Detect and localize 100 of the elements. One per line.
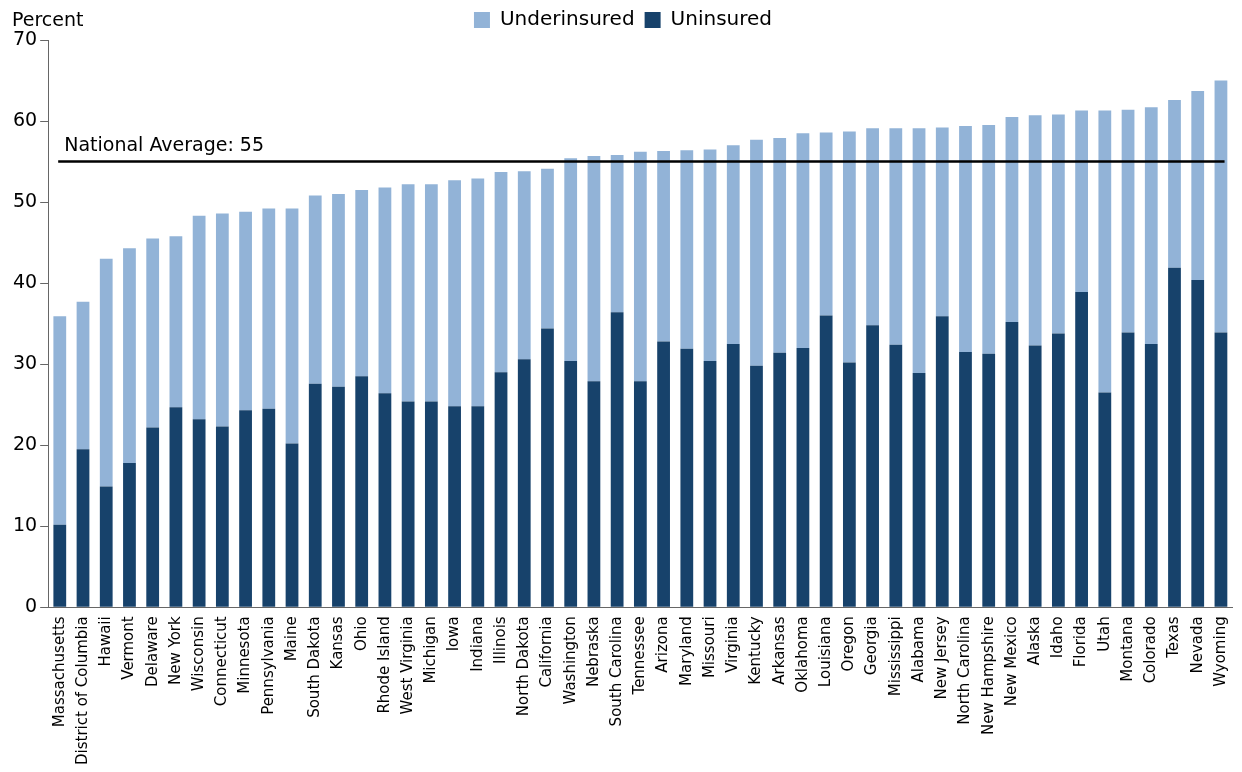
x-tick-label: Kentucky	[746, 616, 765, 685]
y-tick-label: 60	[12, 107, 38, 130]
bar	[285, 443, 299, 607]
x-tick-label: Ohio	[351, 616, 370, 651]
bar	[750, 139, 763, 366]
x-tick-label: Arizona	[653, 616, 672, 673]
bar	[332, 386, 345, 607]
legend-label: Underinsured	[499, 6, 635, 31]
bar	[424, 184, 438, 402]
bar	[726, 343, 740, 607]
bar	[1144, 343, 1158, 607]
bar	[53, 316, 67, 525]
bar	[610, 312, 624, 607]
bar	[215, 426, 229, 607]
x-tick-label: Alaska	[1025, 616, 1044, 666]
bar	[1214, 332, 1228, 607]
x-tick-label: South Dakota	[305, 616, 324, 718]
x-tick-label: North Carolina	[955, 616, 974, 725]
bar	[1005, 322, 1019, 607]
x-tick-label: Georgia	[862, 616, 881, 676]
bar	[541, 328, 554, 607]
bar	[866, 325, 879, 607]
bar	[1098, 392, 1112, 607]
x-tick-label: Florida	[1071, 616, 1090, 668]
x-tick-label: New Jersey	[932, 616, 951, 700]
x-tick-label: Tennessee	[630, 616, 649, 696]
bar	[633, 151, 647, 382]
bar	[1121, 109, 1135, 333]
bar	[912, 373, 926, 607]
x-tick-label: Nebraska	[583, 616, 602, 688]
bar	[842, 362, 856, 607]
bar	[517, 171, 531, 360]
x-tick-label: Connecticut	[212, 616, 231, 707]
bar	[703, 149, 717, 361]
bar	[1144, 107, 1158, 344]
bar	[215, 213, 229, 427]
x-tick-label: Oregon	[839, 616, 858, 672]
x-tick-label: Utah	[1094, 616, 1113, 652]
x-tick-label: New York	[165, 616, 184, 685]
legend-label: Uninsured	[670, 6, 773, 31]
x-tick-label: Idaho	[1048, 616, 1067, 659]
bar	[99, 258, 113, 487]
bar	[192, 215, 206, 420]
bar	[262, 408, 276, 607]
bar	[332, 193, 345, 387]
bar	[471, 406, 485, 607]
bar	[982, 353, 996, 607]
bar	[262, 208, 276, 409]
x-tick-label: Michigan	[421, 616, 440, 684]
bar	[169, 407, 183, 607]
bar	[587, 381, 601, 607]
bar	[494, 172, 508, 373]
bar	[959, 352, 972, 607]
bar	[1191, 279, 1205, 607]
bar	[355, 376, 369, 607]
x-tick-label: Kansas	[328, 616, 347, 670]
x-tick-label: Indiana	[467, 616, 486, 672]
y-tick-label: 0	[25, 594, 38, 617]
x-tick-label: North Dakota	[514, 616, 533, 717]
bar	[123, 463, 136, 607]
bar	[1191, 91, 1205, 280]
ref-line-label: National Average: 55	[64, 133, 265, 155]
bar	[1075, 292, 1088, 607]
x-tick-label: Mississippi	[885, 616, 904, 697]
bar	[448, 180, 461, 407]
x-tick-label: New Hampshire	[978, 616, 997, 735]
x-tick-label: Oklahoma	[792, 616, 811, 693]
x-tick-label: Wyoming	[1210, 616, 1229, 687]
y-tick-label: 10	[12, 513, 38, 536]
x-tick-label: Virginia	[723, 616, 742, 673]
bar	[773, 352, 787, 607]
bar	[587, 155, 601, 382]
bar	[1168, 267, 1181, 607]
bar	[308, 383, 322, 607]
x-tick-label: Nevada	[1187, 616, 1206, 674]
x-tick-label: South Carolina	[607, 616, 626, 727]
bar	[935, 316, 949, 607]
bar	[564, 158, 578, 361]
bar	[703, 360, 717, 607]
x-tick-label: Texas	[1164, 616, 1183, 659]
bar	[750, 365, 763, 607]
bar	[889, 128, 903, 345]
x-tick-label: Alabama	[908, 616, 927, 683]
bar	[657, 151, 670, 342]
bar	[541, 168, 554, 329]
bar	[146, 238, 160, 428]
x-tick-label: Pennsylvania	[258, 616, 277, 715]
y-tick-label: 20	[12, 432, 38, 455]
bar	[889, 344, 903, 607]
bar	[517, 359, 531, 607]
x-tick-label: District of Columbia	[72, 616, 91, 766]
x-tick-label: California	[537, 616, 556, 688]
bar	[448, 406, 461, 607]
bar	[866, 128, 879, 326]
bar	[123, 248, 136, 464]
bar	[1075, 110, 1088, 293]
bar	[726, 145, 740, 344]
bar	[76, 449, 90, 607]
bar	[1168, 99, 1181, 268]
bar	[959, 125, 972, 353]
